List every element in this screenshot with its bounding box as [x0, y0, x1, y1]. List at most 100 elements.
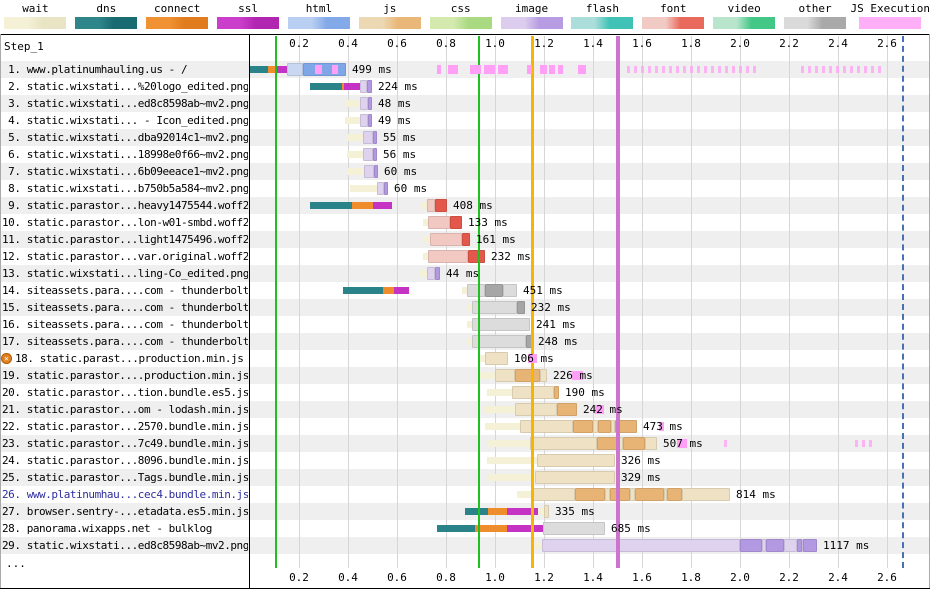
waterfall-bar-dns[interactable] [310, 202, 352, 209]
waterfall-bar-ssl[interactable] [344, 83, 360, 90]
waterfall-bar-other1[interactable] [503, 284, 517, 297]
waterfall-bar-img1[interactable] [364, 165, 374, 178]
waterfall-bar-js1[interactable] [645, 437, 657, 450]
waterfall-bar-js2[interactable] [615, 420, 637, 433]
waterfall-bar-other1[interactable] [472, 335, 526, 348]
waterfall-bar-img2[interactable] [384, 182, 388, 195]
waterfall-bar-js2[interactable] [635, 488, 664, 501]
request-label[interactable]: 4. static.wixstati... - Icon_edited.png [2, 114, 248, 127]
waterfall-bar-img2[interactable] [373, 148, 377, 161]
waterfall-bar-js1[interactable] [664, 488, 667, 501]
waterfall-bar-wait[interactable] [483, 406, 515, 413]
waterfall-bar-img2[interactable] [367, 80, 372, 93]
waterfall-bar-js1[interactable] [544, 505, 549, 518]
request-label[interactable]: 1. www.platinumhauling.us - / [2, 63, 188, 76]
waterfall-bar-dns[interactable] [465, 508, 488, 515]
waterfall-bar-connect[interactable] [488, 508, 507, 515]
request-label[interactable]: 21. static.parastor...om - lodash.min.js [2, 403, 248, 416]
waterfall-bar-js1[interactable] [495, 369, 515, 382]
waterfall-bar-js2[interactable] [557, 403, 577, 416]
request-label[interactable]: 14. siteassets.para....com - thunderbolt [2, 284, 248, 297]
waterfall-bar-wait[interactable] [480, 355, 485, 362]
waterfall-bar-connect[interactable] [352, 202, 373, 209]
waterfall-bar-wait[interactable] [467, 304, 472, 311]
waterfall-bar-other1[interactable] [472, 301, 517, 314]
waterfall-bar-dns[interactable] [310, 83, 342, 90]
request-label[interactable]: 25. static.parastor...Tags.bundle.min.js [2, 471, 248, 484]
waterfall-bar-js1[interactable] [540, 369, 547, 382]
request-label[interactable]: 22. static.parastor...2570.bundle.min.js [2, 420, 248, 433]
waterfall-bar-img1[interactable] [360, 97, 368, 110]
waterfall-bar-js1[interactable] [537, 454, 615, 467]
request-label[interactable]: 5. static.wixstati...dba92014c1~mv2.png [2, 131, 248, 144]
request-label[interactable]: 15. siteassets.para....com - thunderbolt [2, 301, 248, 314]
waterfall-bar-img1[interactable] [360, 80, 367, 93]
waterfall-bar-wait[interactable] [462, 287, 467, 294]
waterfall-bar-wait[interactable] [347, 151, 363, 158]
waterfall-bar-html2[interactable] [303, 63, 346, 76]
request-label[interactable]: 24. static.parastor...8096.bundle.min.js [2, 454, 248, 467]
waterfall-bar-dns[interactable] [343, 287, 383, 294]
waterfall-bar-js1[interactable] [611, 420, 615, 433]
waterfall-bar-other1[interactable] [472, 318, 530, 331]
waterfall-bar-wait[interactable] [487, 440, 530, 447]
waterfall-bar-js1[interactable] [535, 471, 615, 484]
waterfall-bar-font2[interactable] [450, 216, 462, 229]
waterfall-bar-ssl[interactable] [275, 66, 287, 73]
more-rows-ellipsis[interactable]: ... [6, 557, 26, 570]
waterfall-bar-js1[interactable] [485, 352, 508, 365]
waterfall-bar-font2[interactable] [435, 199, 447, 212]
waterfall-bar-wait[interactable] [535, 542, 542, 549]
request-label[interactable]: 11. static.parastor...light1475496.woff2 [2, 233, 248, 246]
waterfall-bar-js2[interactable] [515, 369, 540, 382]
request-label[interactable]: 20. static.parastor...tion.bundle.es5.js [2, 386, 248, 399]
waterfall-bar-img1[interactable] [762, 539, 766, 552]
waterfall-bar-img2[interactable] [368, 97, 372, 110]
waterfall-bar-wait[interactable] [423, 219, 428, 226]
waterfall-bar-img2[interactable] [374, 165, 378, 178]
request-label[interactable]: 18. static.parast...production.min.js [15, 352, 244, 365]
waterfall-bar-wait[interactable] [424, 236, 430, 243]
waterfall-bar-ssl[interactable] [394, 287, 409, 294]
request-label[interactable]: 8. static.wixstati...b750b5a584~mv2.png [2, 182, 248, 195]
request-label[interactable]: 10. static.parastor...lon-w01-smbd.woff2 [2, 216, 248, 229]
waterfall-bar-img1[interactable] [784, 539, 797, 552]
request-label[interactable]: 23. static.parastor...7c49.bundle.min.js [2, 437, 248, 450]
waterfall-bar-img1[interactable] [363, 131, 373, 144]
waterfall-bar-font2[interactable] [468, 250, 485, 263]
waterfall-bar-js1[interactable] [532, 488, 575, 501]
waterfall-bar-font2[interactable] [462, 233, 470, 246]
waterfall-bar-wait[interactable] [420, 270, 427, 277]
waterfall-bar-other1[interactable] [467, 284, 485, 297]
waterfall-bar-js2[interactable] [667, 488, 682, 501]
request-label[interactable]: 9. static.parastor...heavy1475544.woff2 [2, 199, 248, 212]
waterfall-bar-img1[interactable] [377, 182, 384, 195]
request-label[interactable]: 19. static.parastor....production.min.js [2, 369, 248, 382]
waterfall-bar-img2[interactable] [373, 131, 377, 144]
waterfall-bar-js2[interactable] [573, 420, 593, 433]
waterfall-bar-other2[interactable] [526, 335, 532, 348]
waterfall-bar-connect[interactable] [383, 287, 394, 294]
waterfall-bar-connect[interactable] [475, 525, 507, 532]
waterfall-bar-wait[interactable] [423, 253, 428, 260]
waterfall-bar-img1[interactable] [542, 539, 740, 552]
waterfall-bar-ssl[interactable] [373, 202, 392, 209]
waterfall-bar-js1[interactable] [619, 437, 623, 450]
waterfall-bar-img2[interactable] [435, 267, 440, 280]
waterfall-bar-font1[interactable] [430, 233, 462, 246]
waterfall-bar-js1[interactable] [630, 488, 635, 501]
waterfall-bar-font1[interactable] [428, 216, 450, 229]
waterfall-bar-wait[interactable] [485, 423, 520, 430]
waterfall-bar-wait[interactable] [487, 457, 537, 464]
waterfall-bar-js2[interactable] [575, 488, 605, 501]
request-label[interactable]: 29. static.wixstati...ed8c8598ab~mv2.png [2, 539, 248, 552]
waterfall-bar-js1[interactable] [605, 488, 610, 501]
waterfall-bar-wait[interactable] [422, 202, 427, 209]
waterfall-bar-wait[interactable] [350, 185, 377, 192]
request-label[interactable]: 16. siteassets.para....com - thunderbolt [2, 318, 248, 331]
waterfall-bar-js1[interactable] [682, 488, 730, 501]
waterfall-bar-wait[interactable] [517, 491, 532, 498]
waterfall-bar-wait[interactable] [487, 389, 512, 396]
waterfall-bar-wait[interactable] [538, 508, 544, 515]
request-label[interactable]: 28. panorama.wixapps.net - bulklog [2, 522, 212, 535]
